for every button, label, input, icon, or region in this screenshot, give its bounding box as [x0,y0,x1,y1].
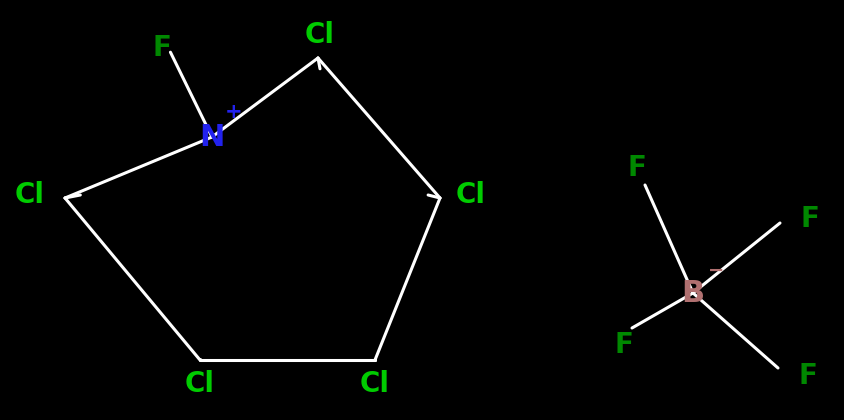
Text: N: N [199,123,225,152]
Text: F: F [153,34,171,62]
Text: Cl: Cl [14,181,45,209]
Text: F: F [627,154,646,182]
Text: B: B [681,278,705,307]
Text: −: − [708,260,725,279]
Text: F: F [800,205,819,233]
Text: Cl: Cl [185,370,215,398]
Text: Cl: Cl [360,370,390,398]
Text: +: + [225,102,242,122]
Text: F: F [798,362,817,391]
Text: F: F [614,331,633,359]
Text: Cl: Cl [455,181,485,209]
Text: Cl: Cl [305,21,335,49]
